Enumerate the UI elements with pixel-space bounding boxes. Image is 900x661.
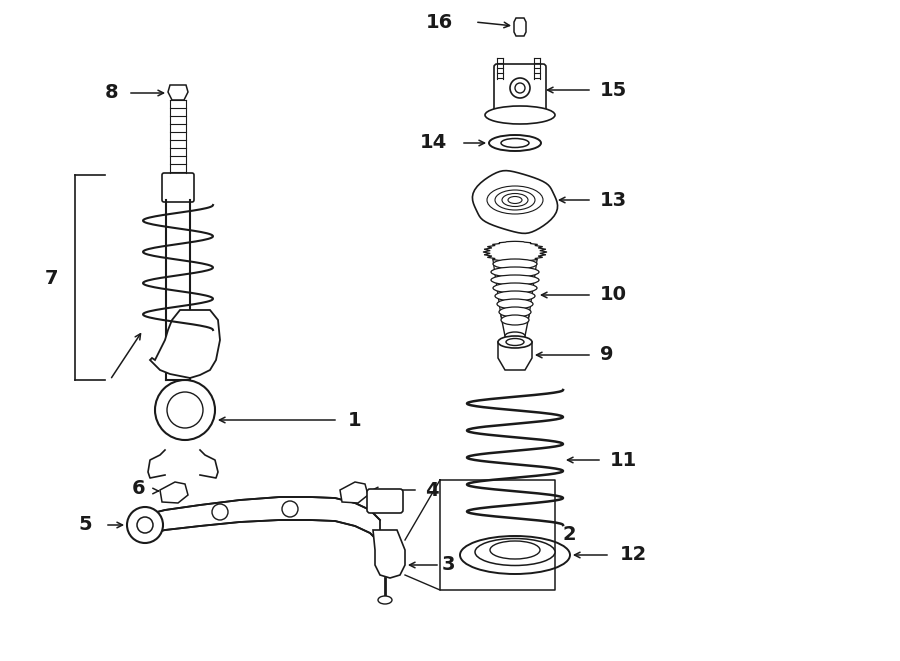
Ellipse shape (491, 267, 539, 277)
Circle shape (510, 78, 530, 98)
Circle shape (212, 504, 228, 520)
Text: 13: 13 (600, 190, 627, 210)
Circle shape (515, 83, 525, 93)
Circle shape (167, 392, 203, 428)
Text: 15: 15 (600, 81, 627, 100)
Ellipse shape (501, 139, 529, 147)
Ellipse shape (499, 307, 531, 317)
Text: 12: 12 (620, 545, 647, 564)
Polygon shape (145, 497, 380, 543)
Polygon shape (168, 85, 188, 100)
Ellipse shape (498, 336, 532, 348)
Polygon shape (150, 310, 220, 378)
Text: 4: 4 (425, 481, 438, 500)
Ellipse shape (493, 283, 537, 293)
Ellipse shape (378, 596, 392, 604)
Polygon shape (472, 171, 558, 233)
Text: 6: 6 (131, 479, 145, 498)
Text: 11: 11 (610, 451, 637, 469)
Ellipse shape (506, 338, 524, 346)
Polygon shape (340, 482, 368, 503)
Ellipse shape (490, 541, 540, 559)
Polygon shape (514, 18, 526, 36)
Polygon shape (498, 342, 532, 370)
Circle shape (282, 501, 298, 517)
Text: 1: 1 (348, 410, 362, 430)
Text: 14: 14 (419, 134, 447, 153)
FancyBboxPatch shape (367, 489, 403, 513)
Ellipse shape (497, 299, 533, 309)
Text: 3: 3 (442, 555, 455, 574)
Circle shape (155, 380, 215, 440)
FancyBboxPatch shape (162, 173, 194, 202)
Text: 2: 2 (562, 525, 576, 545)
Polygon shape (373, 530, 405, 578)
Text: 10: 10 (600, 286, 627, 305)
Circle shape (127, 507, 163, 543)
Ellipse shape (460, 536, 570, 574)
Ellipse shape (495, 291, 535, 301)
Ellipse shape (505, 332, 525, 340)
Ellipse shape (489, 135, 541, 151)
Text: 8: 8 (104, 83, 118, 102)
Polygon shape (483, 241, 547, 262)
Ellipse shape (493, 259, 537, 269)
Text: 9: 9 (600, 346, 614, 364)
Circle shape (137, 517, 153, 533)
Ellipse shape (475, 539, 555, 566)
Text: 16: 16 (426, 13, 453, 32)
Text: 5: 5 (78, 516, 92, 535)
FancyBboxPatch shape (494, 64, 546, 118)
Ellipse shape (491, 275, 539, 285)
Polygon shape (160, 482, 188, 503)
Ellipse shape (485, 106, 555, 124)
Ellipse shape (501, 315, 529, 325)
Text: 7: 7 (44, 268, 58, 288)
